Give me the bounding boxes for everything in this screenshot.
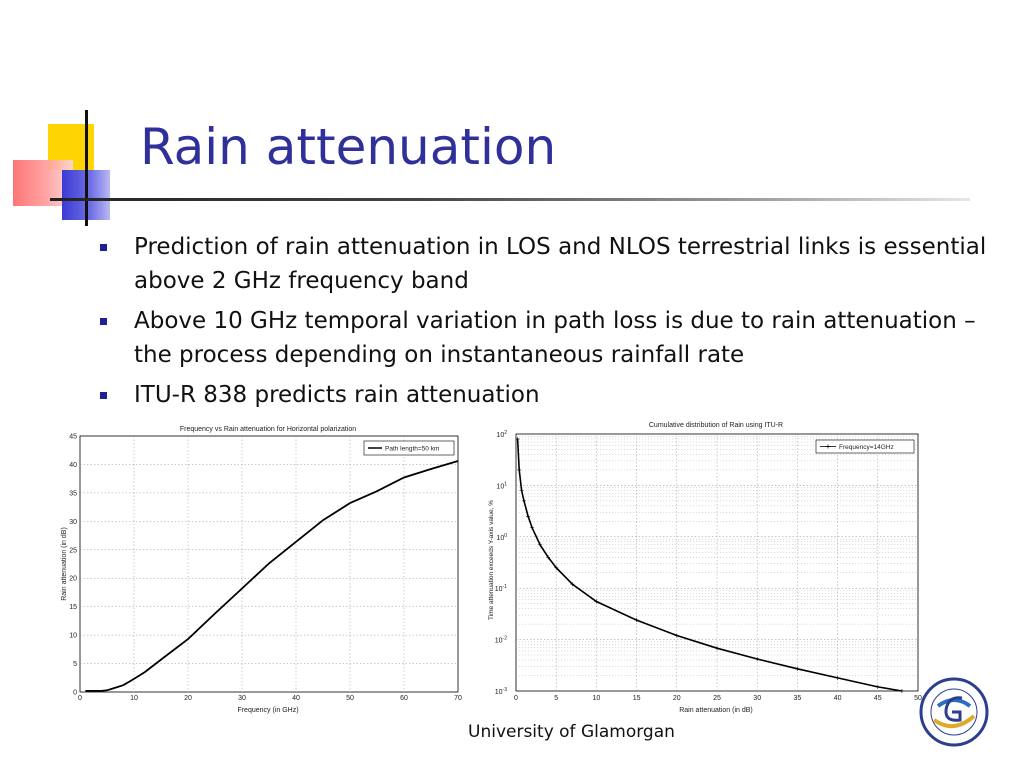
legend-label: Frequency=14GHz <box>839 444 894 451</box>
x-tick-label: 0 <box>514 695 518 702</box>
y-tick-label: 10-2 <box>495 636 507 645</box>
rain-cumulative-distribution-chart: Cumulative distribution of Rain using IT… <box>486 418 922 720</box>
rain-cumulative-distribution-chart-svg: Cumulative distribution of Rain using IT… <box>488 422 922 714</box>
x-tick-label: 20 <box>673 695 681 702</box>
y-tick-label: 100 <box>496 533 507 542</box>
series-marker <box>538 542 543 547</box>
y-tick-label: 40 <box>69 462 77 469</box>
legend-box <box>363 440 455 456</box>
y-tick-label: 15 <box>69 604 77 611</box>
y-tick-label: 5 <box>73 661 77 668</box>
series-marker <box>755 656 760 661</box>
series-marker <box>530 525 535 530</box>
x-tick-label: 45 <box>874 695 882 702</box>
x-tick-label: 20 <box>184 695 192 702</box>
series-marker <box>674 633 679 638</box>
slide-title: Rain attenuation <box>140 118 557 176</box>
title-underline-rule <box>50 198 970 201</box>
plot-area <box>79 435 459 693</box>
x-tick-label: 70 <box>454 695 462 702</box>
series-marker <box>554 565 559 570</box>
y-tick-label: 10-1 <box>495 584 507 593</box>
bullet-item: Above 10 GHz temporal variation in path … <box>100 304 1000 372</box>
legend-marker <box>826 444 830 449</box>
bullet-item: ITU-R 838 predicts rain attenuation <box>100 378 1000 412</box>
bullet-square-icon <box>100 318 107 325</box>
bullet-item: Prediction of rain attenuation in LOS an… <box>100 230 1000 298</box>
series-marker <box>522 498 527 503</box>
chart-x-label: Frequency (in GHz) <box>237 707 298 714</box>
x-tick-label: 0 <box>78 695 82 702</box>
x-tick-label: 5 <box>554 695 558 702</box>
bullet-text: Prediction of rain attenuation in LOS an… <box>134 234 987 294</box>
series-marker <box>519 488 524 493</box>
y-tick-label: 102 <box>496 430 507 439</box>
chart-x-label: Rain attenuation (in dB) <box>679 707 753 714</box>
y-tick-label: 0 <box>73 690 77 697</box>
legend-box <box>815 439 915 454</box>
x-tick-label: 40 <box>834 695 842 702</box>
chart-y-label: Time attenuation exceeds Y-axis value, % <box>488 500 495 620</box>
x-tick-label: 25 <box>713 695 721 702</box>
y-tick-label: 10-3 <box>495 687 507 696</box>
series-marker <box>795 666 800 671</box>
series-marker <box>715 646 719 651</box>
frequency-attenuation-chart-svg: Frequency vs Rain attenuation for Horizo… <box>61 426 462 714</box>
chart-y-label: Rain attenuation (in dB) <box>61 527 68 601</box>
y-tick-label: 35 <box>69 490 77 497</box>
frequency-attenuation-chart: Frequency vs Rain attenuation for Horizo… <box>56 420 476 720</box>
y-tick-label: 101 <box>496 481 507 490</box>
series-marker <box>899 689 904 693</box>
university-seal-icon <box>919 677 989 747</box>
x-tick-label: 15 <box>633 695 641 702</box>
series-marker <box>526 514 531 519</box>
series-line <box>85 460 459 692</box>
bullet-list: Prediction of rain attenuation in LOS an… <box>100 230 1000 418</box>
series-marker <box>835 675 840 680</box>
series-marker <box>517 467 522 472</box>
x-tick-label: 50 <box>346 695 354 702</box>
chart-title: Cumulative distribution of Rain using IT… <box>649 422 783 429</box>
y-tick-label: 30 <box>69 519 77 526</box>
legend-label: Path length=50 km <box>385 446 439 453</box>
y-tick-label: 10 <box>69 633 77 640</box>
series-marker <box>546 555 551 560</box>
header-vertical-rule <box>85 110 88 226</box>
x-tick-label: 10 <box>130 695 138 702</box>
x-tick-label: 30 <box>238 695 246 702</box>
x-tick-label: 50 <box>914 695 922 702</box>
x-tick-label: 40 <box>292 695 300 702</box>
y-tick-label: 45 <box>69 434 77 441</box>
series-marker <box>594 599 599 604</box>
footer-university-name: University of Glamorgan <box>468 722 675 742</box>
x-tick-label: 10 <box>593 695 601 702</box>
bullet-square-icon <box>100 244 107 251</box>
series-marker <box>875 684 880 689</box>
x-tick-label: 30 <box>753 695 761 702</box>
series-marker <box>634 618 639 623</box>
bullet-square-icon <box>100 392 107 399</box>
y-tick-label: 20 <box>69 576 77 583</box>
x-tick-label: 35 <box>794 695 802 702</box>
bullet-text: ITU-R 838 predicts rain attenuation <box>134 382 540 408</box>
y-tick-label: 25 <box>69 547 77 554</box>
bullet-text: Above 10 GHz temporal variation in path … <box>134 308 976 368</box>
series-marker <box>570 582 575 587</box>
chart-title: Frequency vs Rain attenuation for Horizo… <box>180 426 356 433</box>
x-tick-label: 60 <box>400 695 408 702</box>
series-marker <box>515 436 520 441</box>
